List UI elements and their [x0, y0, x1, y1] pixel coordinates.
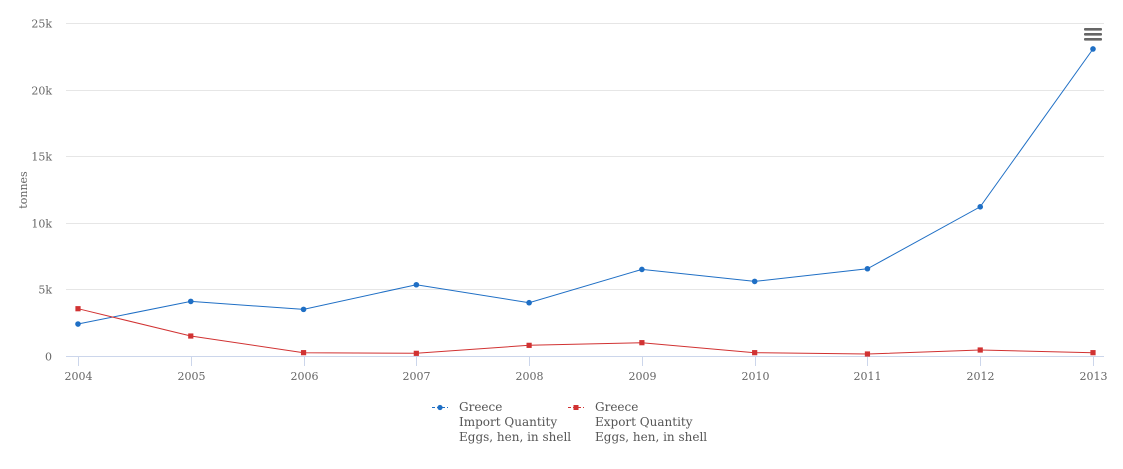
data-point[interactable]	[1090, 350, 1096, 356]
data-point[interactable]	[187, 298, 194, 305]
x-tick-label: 2009	[629, 370, 657, 383]
data-point[interactable]	[300, 306, 307, 313]
data-point[interactable]	[864, 351, 871, 357]
y-tick-label: 15k	[31, 151, 52, 164]
series-line	[77, 308, 1094, 355]
x-tick-label: 2013	[1080, 370, 1108, 383]
y-tick-label: 25k	[31, 18, 52, 31]
series-line	[77, 48, 1094, 325]
y-axis-ticks: 0 5k 10k 15k 20k 25k	[31, 18, 52, 364]
legend-label: Eggs, hen, in shell	[459, 430, 571, 444]
data-point[interactable]	[300, 350, 307, 356]
data-point[interactable]	[752, 350, 758, 356]
y-tick-label: 5k	[38, 284, 52, 297]
x-tick-label: 2007	[403, 370, 431, 383]
x-tick-label: 2005	[178, 370, 206, 383]
grid-lines	[66, 23, 1104, 290]
x-tick-label: 2008	[516, 370, 544, 383]
data-point[interactable]	[751, 278, 758, 285]
data-point[interactable]	[1090, 46, 1096, 52]
x-tick-label: 2006	[291, 370, 319, 383]
x-tick-label: 2010	[742, 370, 770, 383]
data-point[interactable]	[977, 347, 983, 353]
x-axis-ticks: 2004 2005 2006 2007 2008 2009 2010 2011 2012 2013	[65, 357, 1108, 383]
data-point[interactable]	[75, 306, 81, 312]
series-1	[75, 46, 1096, 327]
y-tick-label: 20k	[31, 85, 52, 98]
data-point[interactable]	[75, 321, 81, 327]
x-tick-label: 2004	[65, 370, 93, 383]
legend-label: Export Quantity	[595, 415, 693, 429]
legend-label: Greece	[459, 400, 502, 414]
legend-label: Import Quantity	[459, 415, 557, 429]
y-axis-title: tonnes	[17, 171, 30, 209]
legend-marker	[573, 405, 579, 410]
data-point[interactable]	[526, 299, 532, 306]
data-point[interactable]	[977, 204, 984, 210]
series-layer	[75, 46, 1096, 357]
series-2	[75, 306, 1096, 357]
data-point[interactable]	[413, 281, 420, 288]
data-point[interactable]	[413, 350, 419, 356]
legend-label: Greece	[595, 400, 638, 414]
data-point[interactable]	[639, 266, 645, 273]
x-tick-label: 2011	[854, 370, 882, 383]
data-point[interactable]	[864, 265, 871, 272]
y-tick-label: 10k	[31, 218, 52, 231]
legend-label: Eggs, hen, in shell	[595, 430, 707, 444]
hamburger-menu-icon[interactable]	[1084, 27, 1102, 41]
y-tick-label: 0	[45, 351, 52, 364]
data-point[interactable]	[188, 333, 194, 339]
legend-marker	[437, 404, 443, 411]
data-point[interactable]	[526, 342, 532, 348]
data-point[interactable]	[639, 340, 645, 346]
x-tick-label: 2012	[967, 370, 995, 383]
